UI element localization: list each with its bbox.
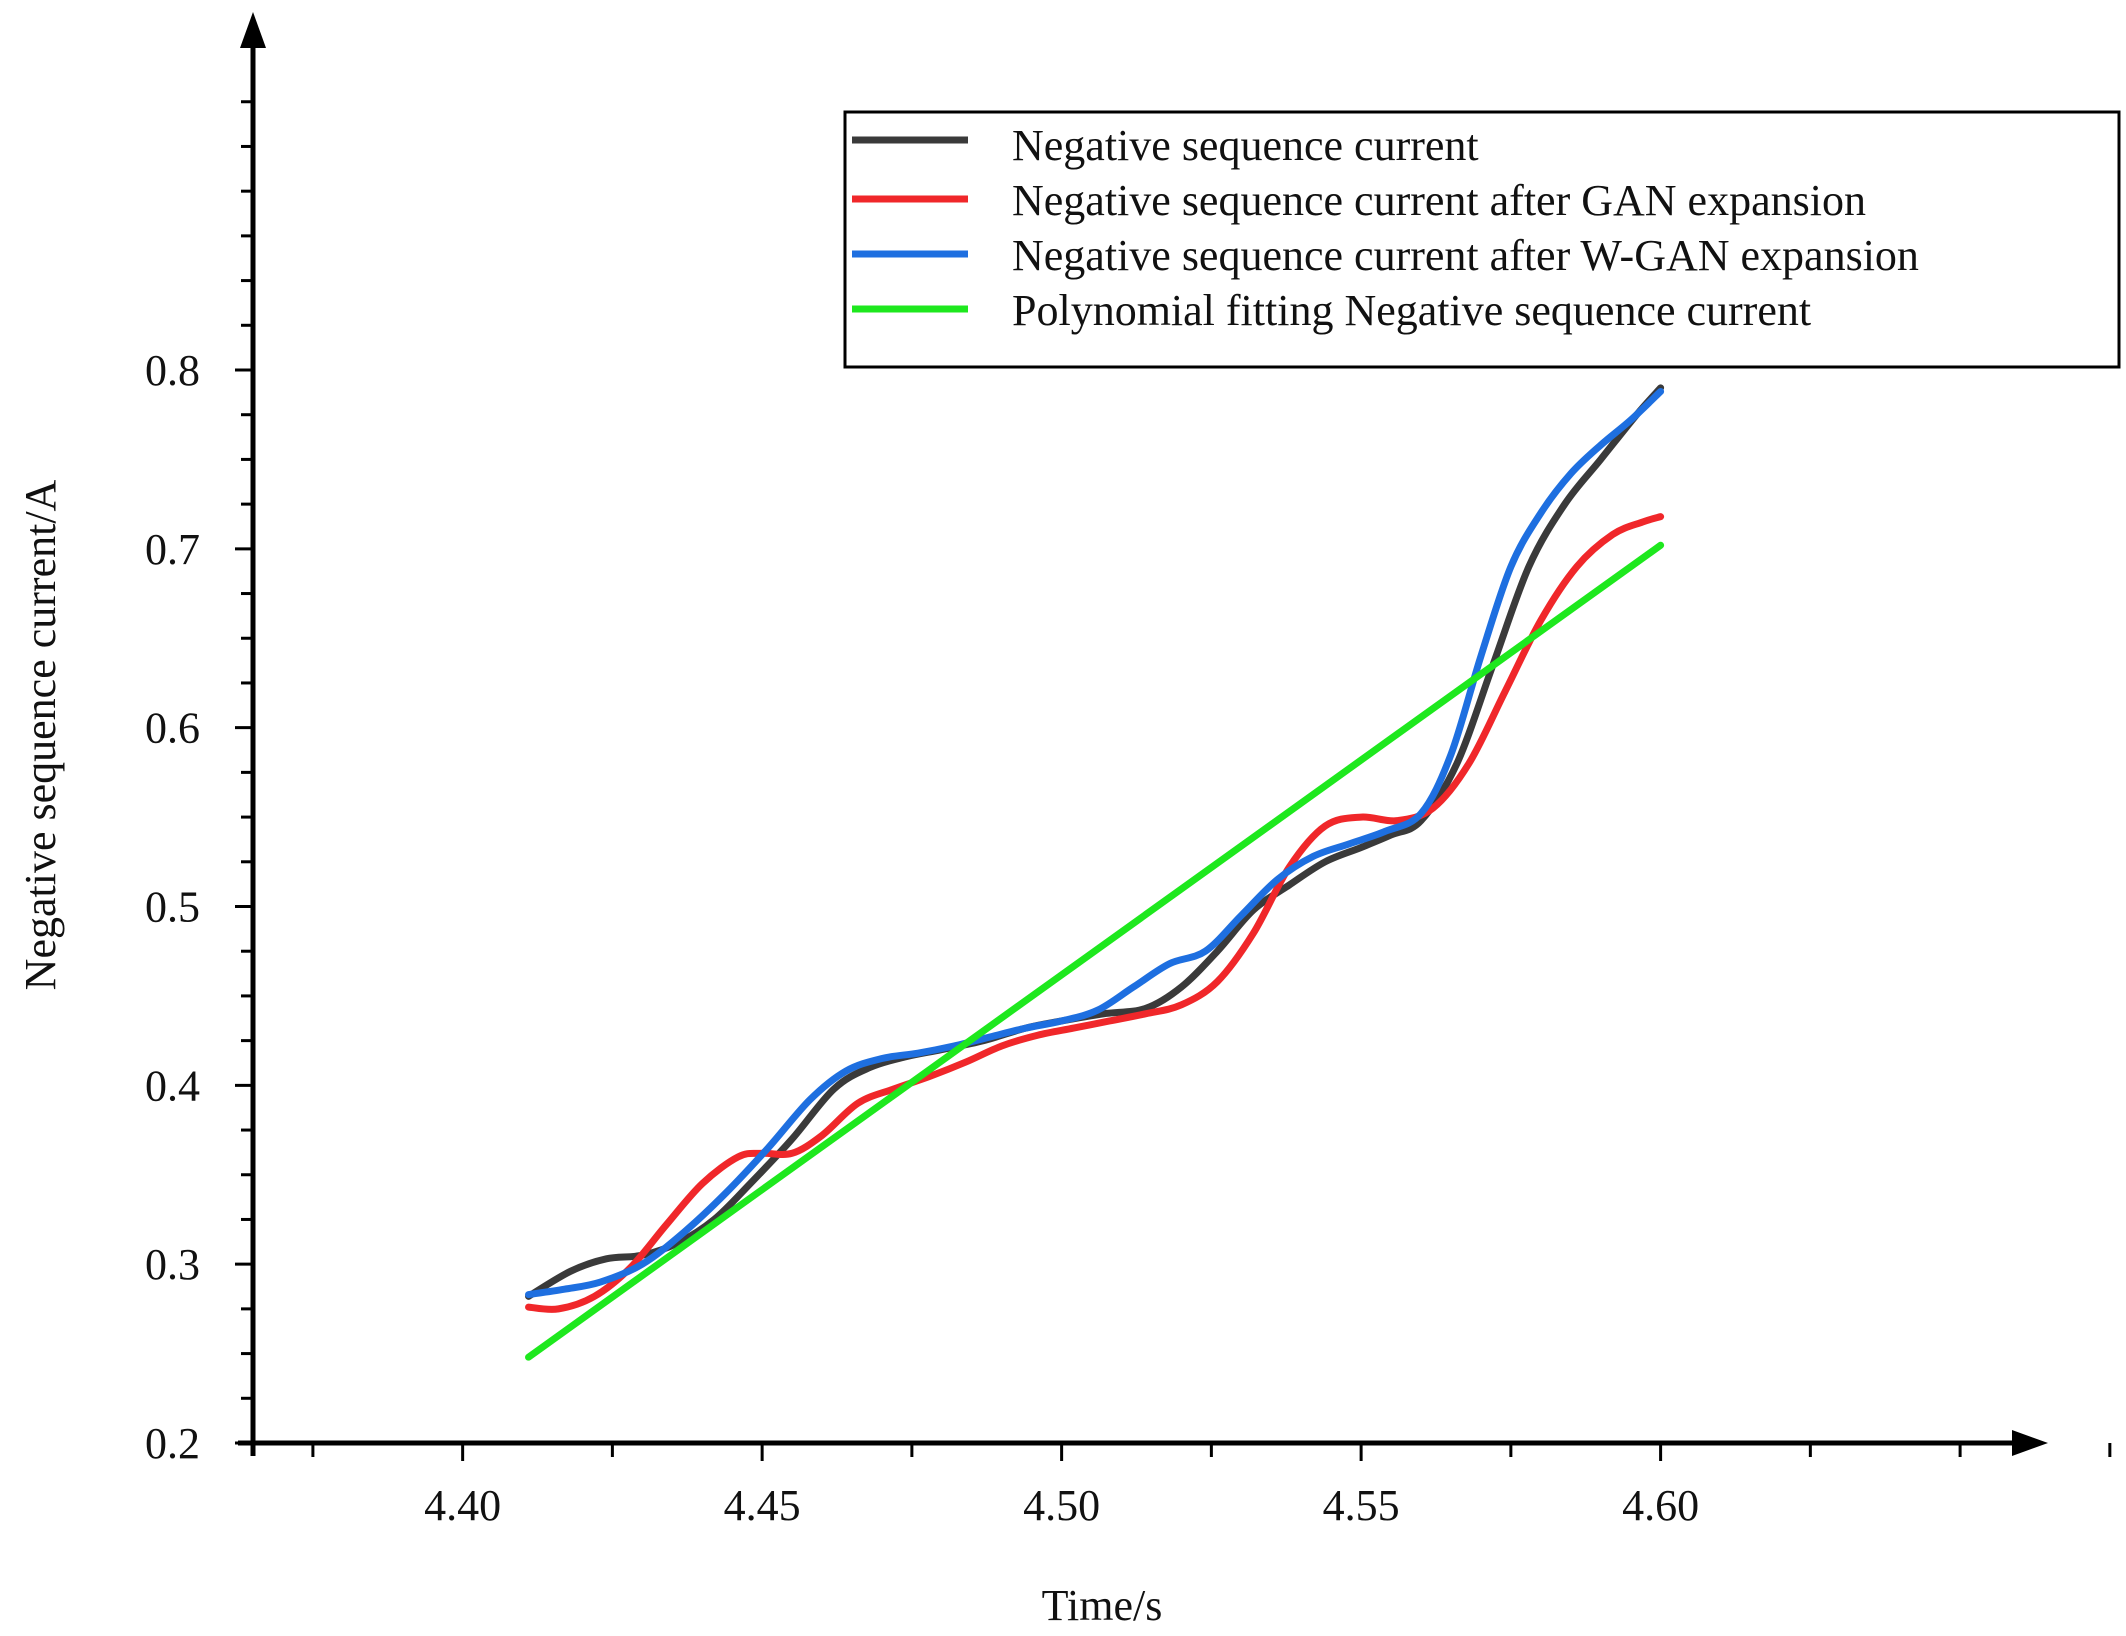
x-tick-label: 4.50 (1023, 1481, 1100, 1530)
series-line-negative-sequence-current (525, 384, 1665, 1300)
series-line-wgan-expansion (525, 387, 1665, 1299)
y-tick-label: 0.7 (145, 525, 200, 574)
y-axis-arrowhead (240, 12, 266, 48)
series-group (525, 384, 1665, 1361)
y-axis-title: Negative sequence current/A (16, 479, 65, 990)
y-tick-label: 0.6 (145, 704, 200, 753)
y-tick-label: 0.8 (145, 346, 200, 395)
y-tick-label: 0.3 (145, 1240, 200, 1289)
x-axis-arrowhead (2012, 1430, 2048, 1456)
legend-label: Negative sequence current after W-GAN ex… (1012, 231, 1919, 280)
x-tick-label: 4.45 (724, 1481, 801, 1530)
y-tick-label: 0.5 (145, 883, 200, 932)
series-line-polynomial-fit (525, 541, 1665, 1361)
y-tick-label: 0.2 (145, 1419, 200, 1468)
x-tick-label: 4.55 (1323, 1481, 1400, 1530)
legend-box (843, 110, 2121, 369)
legend-label: Negative sequence current (1012, 121, 1479, 170)
tick-labels: 4.40 4.45 4.50 4.55 4.60 0.2 0.3 0.4 0.5 0.6 0.7 0.… (145, 346, 1699, 1530)
axis-ticks (235, 100, 2112, 1461)
x-tick-label: 4.40 (424, 1481, 501, 1530)
y-tick-label: 0.4 (145, 1061, 200, 1110)
legend-label: Negative sequence current after GAN expa… (1012, 176, 1866, 225)
series-line-gan-expansion (525, 513, 1665, 1313)
x-tick-label: 4.60 (1622, 1481, 1699, 1530)
x-axis-title: Time/s (1042, 1581, 1163, 1630)
legend: Negative sequence current Negative sequen… (843, 110, 2121, 369)
legend-label: Polynomial fitting Negative sequence cur… (1012, 286, 1811, 335)
